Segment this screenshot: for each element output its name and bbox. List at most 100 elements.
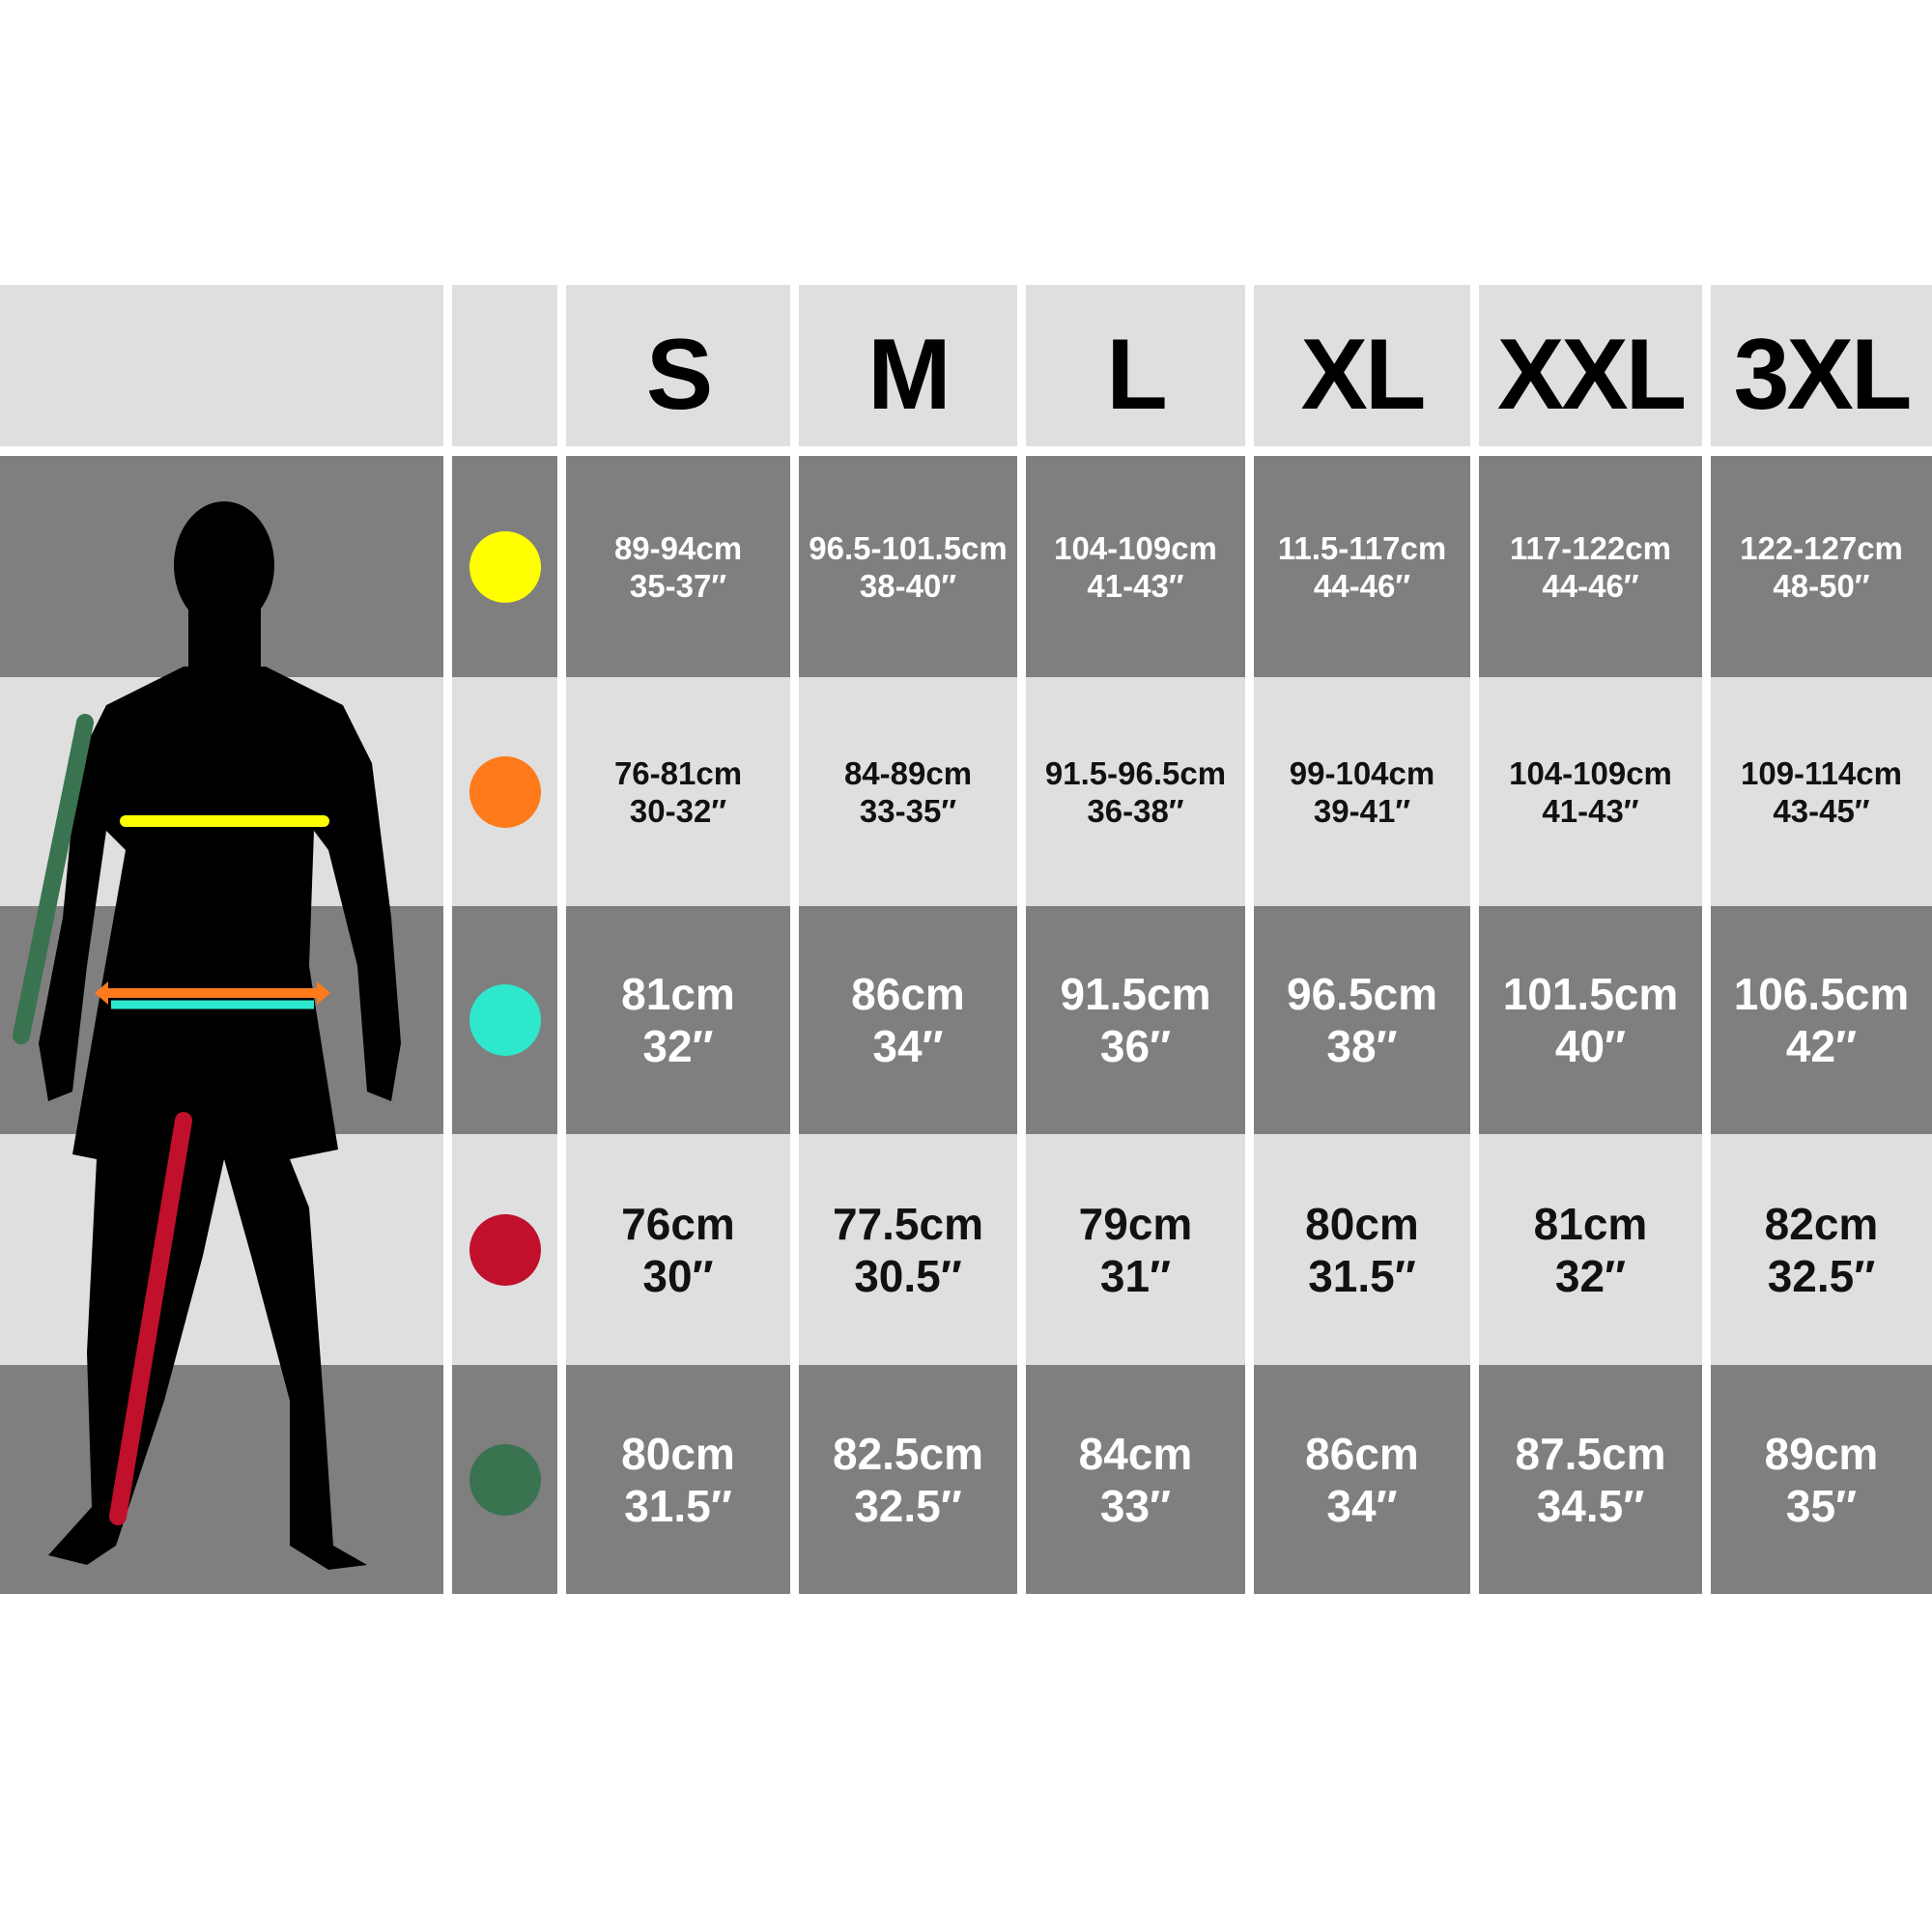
- value-inches: 30.5″: [854, 1250, 962, 1301]
- value-cm: 96.5-101.5cm: [809, 529, 1008, 566]
- size-header-m: M: [799, 285, 1017, 446]
- value-cm: 77.5cm: [832, 1198, 983, 1249]
- value-cm: 86cm: [851, 969, 965, 1019]
- value-inches: 33-35″: [859, 792, 957, 829]
- value-cm: 80cm: [1305, 1198, 1419, 1249]
- value-cm: 81cm: [621, 969, 735, 1019]
- header-blank-marker: [452, 285, 557, 446]
- value-cm: 91.5cm: [1060, 969, 1211, 1019]
- measurement-cell: 76-81cm 30-32″: [566, 677, 790, 906]
- value-inches: 41-43″: [1087, 567, 1184, 604]
- measurement-cell: 86cm 34″: [799, 906, 1017, 1134]
- size-header-s: S: [566, 285, 790, 446]
- inside-leg-color-dot-icon: [469, 1213, 541, 1286]
- value-inches: 43-45″: [1773, 792, 1870, 829]
- measurement-cell: 80cm 31.5″: [566, 1365, 790, 1594]
- value-inches: 31″: [1099, 1250, 1172, 1301]
- sleeve-color-dot-icon: [469, 1443, 541, 1516]
- value-cm: 117-122cm: [1510, 529, 1671, 566]
- measurement-cell: 81cm 32″: [566, 906, 790, 1134]
- value-inches: 30-32″: [629, 792, 727, 829]
- value-cm: 101.5cm: [1502, 969, 1679, 1019]
- size-header-l: L: [1026, 285, 1245, 446]
- value-cm: 79cm: [1078, 1198, 1193, 1249]
- value-cm: 89-94cm: [613, 529, 743, 566]
- measurement-cell: 91.5-96.5cm 36-38″: [1026, 677, 1245, 906]
- value-inches: 32″: [1554, 1250, 1627, 1301]
- measurement-cell: 77.5cm 30.5″: [799, 1134, 1017, 1365]
- value-inches: 31.5″: [624, 1480, 732, 1531]
- value-cm: 104-109cm: [1054, 529, 1217, 566]
- waist-color-dot-icon: [469, 755, 541, 828]
- value-cm: 104-109cm: [1509, 754, 1672, 791]
- figure-background-row: [0, 1365, 443, 1594]
- value-cm: 76cm: [621, 1198, 735, 1249]
- measurement-cell: 122-127cm 48-50″: [1711, 456, 1932, 677]
- value-inches: 41-43″: [1542, 792, 1639, 829]
- value-inches: 30″: [642, 1250, 714, 1301]
- marker-cell-sleeve: [452, 1365, 557, 1594]
- measurement-cell: 87.5cm 34.5″: [1479, 1365, 1702, 1594]
- hips-color-dot-icon: [469, 984, 541, 1056]
- value-cm: 87.5cm: [1515, 1428, 1666, 1479]
- measurement-cell: 76cm 30″: [566, 1134, 790, 1365]
- value-inches: 44-46″: [1313, 567, 1411, 604]
- measurement-cell: 104-109cm 41-43″: [1479, 677, 1702, 906]
- measurement-cell: 101.5cm 40″: [1479, 906, 1702, 1134]
- value-cm: 109-114cm: [1741, 754, 1902, 791]
- measurement-cell: 81cm 32″: [1479, 1134, 1702, 1365]
- value-inches: 32.5″: [1767, 1250, 1876, 1301]
- value-inches: 35″: [1785, 1480, 1858, 1531]
- value-cm: 89cm: [1764, 1428, 1879, 1479]
- measurement-cell: 117-122cm 44-46″: [1479, 456, 1702, 677]
- value-inches: 42″: [1785, 1021, 1858, 1071]
- measurement-cell: 91.5cm 36″: [1026, 906, 1245, 1134]
- value-cm: 86cm: [1305, 1428, 1419, 1479]
- chest-color-dot-icon: [469, 530, 541, 603]
- value-inches: 36-38″: [1087, 792, 1184, 829]
- figure-background-row: [0, 906, 443, 1134]
- value-cm: 106.5cm: [1733, 969, 1910, 1019]
- measurement-cell: 96.5-101.5cm 38-40″: [799, 456, 1017, 677]
- value-cm: 80cm: [621, 1428, 735, 1479]
- marker-cell-inside-leg: [452, 1134, 557, 1365]
- value-inches: 44-46″: [1542, 567, 1639, 604]
- value-inches: 31.5″: [1308, 1250, 1416, 1301]
- value-inches: 32.5″: [854, 1480, 962, 1531]
- value-cm: 82cm: [1764, 1198, 1879, 1249]
- figure-background-row: [0, 1134, 443, 1365]
- value-cm: 99-104cm: [1289, 754, 1435, 791]
- measurement-cell: 104-109cm 41-43″: [1026, 456, 1245, 677]
- value-inches: 34″: [872, 1021, 944, 1071]
- figure-background-row: [0, 456, 443, 677]
- marker-cell-hips: [452, 906, 557, 1134]
- value-inches: 48-50″: [1773, 567, 1870, 604]
- figure-background-row: [0, 677, 443, 906]
- measurement-cell: 89-94cm 35-37″: [566, 456, 790, 677]
- measurement-cell: 99-104cm 39-41″: [1254, 677, 1470, 906]
- measurement-cell: 96.5cm 38″: [1254, 906, 1470, 1134]
- value-inches: 34.5″: [1536, 1480, 1645, 1531]
- measurement-cell: 84cm 33″: [1026, 1365, 1245, 1594]
- measurement-cell: 80cm 31.5″: [1254, 1134, 1470, 1365]
- value-inches: 34″: [1326, 1480, 1398, 1531]
- value-cm: 122-127cm: [1740, 529, 1903, 566]
- value-cm: 82.5cm: [832, 1428, 983, 1479]
- value-inches: 39-41″: [1313, 792, 1411, 829]
- marker-cell-waist: [452, 677, 557, 906]
- value-cm: 84-89cm: [843, 754, 973, 791]
- header-blank-figure: [0, 285, 443, 446]
- size-header-xl: XL: [1254, 285, 1470, 446]
- size-header-3xl: 3XL: [1711, 285, 1932, 446]
- value-cm: 76-81cm: [613, 754, 743, 791]
- value-cm: 96.5cm: [1286, 969, 1437, 1019]
- measurement-cell: 89cm 35″: [1711, 1365, 1932, 1594]
- measurement-cell: 79cm 31″: [1026, 1134, 1245, 1365]
- value-inches: 38″: [1326, 1021, 1398, 1071]
- value-inches: 35-37″: [629, 567, 727, 604]
- value-inches: 32″: [642, 1021, 714, 1071]
- measurement-cell: 84-89cm 33-35″: [799, 677, 1017, 906]
- value-cm: 84cm: [1078, 1428, 1193, 1479]
- value-inches: 33″: [1099, 1480, 1172, 1531]
- value-inches: 38-40″: [859, 567, 957, 604]
